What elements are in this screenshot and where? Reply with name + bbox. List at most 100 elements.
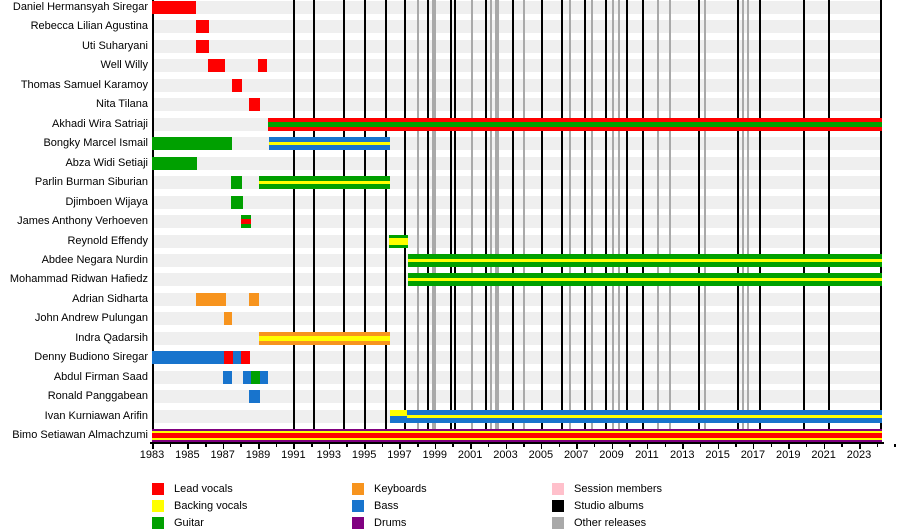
timeline-bar [406, 410, 882, 423]
role-stripe-guitar [258, 176, 390, 181]
legend-swatch [152, 500, 164, 512]
member-label: Well Willy [100, 59, 148, 71]
role-stripe-guitar [152, 157, 198, 170]
timeline-bar [152, 137, 233, 150]
member-label: Ivan Kurniawan Arifin [44, 410, 148, 422]
member-label: Akhadi Wira Satriaji [52, 118, 148, 130]
x-axis-tick-label: 1991 [281, 449, 306, 461]
member-label: Bongky Marcel Ismail [43, 137, 148, 149]
legend-label: Drums [374, 517, 407, 529]
studio-album-line [827, 0, 830, 442]
minor-tick [381, 444, 384, 447]
member-label: Uti Suharyani [81, 40, 148, 52]
role-stripe-bass [222, 371, 232, 384]
studio-album-line [293, 0, 296, 442]
timeline-bar [408, 254, 882, 267]
x-axis-tick-label: 2017 [740, 449, 766, 461]
studio-album-line [698, 0, 701, 442]
role-stripe-lead_vocals [267, 127, 882, 131]
major-tick [470, 444, 472, 449]
x-axis-tick-label: 2019 [776, 449, 801, 461]
studio-album-line [561, 0, 564, 442]
major-tick [399, 444, 401, 449]
role-stripe-backing_vocals [258, 181, 390, 184]
timeline-plot-area [152, 0, 882, 442]
timeline-bar [224, 312, 233, 325]
role-stripe-lead_vocals [231, 79, 243, 92]
role-stripe-bass [152, 351, 225, 364]
role-stripe-guitar [388, 235, 409, 238]
minor-tick [311, 444, 313, 447]
role-stripe-lead_vocals [267, 118, 882, 122]
studio-album-line [363, 0, 366, 442]
timeline-bar [389, 410, 407, 423]
x-axis-tick-label: 1999 [422, 449, 448, 461]
role-stripe-bass [268, 145, 390, 150]
other-release-line [668, 0, 671, 442]
timeline-bar [388, 235, 409, 248]
member-label: Abdee Negara Nurdin [41, 254, 148, 266]
role-stripe-drums [152, 429, 882, 431]
role-stripe-backing_vocals [258, 336, 390, 341]
x-axis-tick-label: 2015 [705, 449, 730, 461]
timeline-bar [152, 157, 198, 170]
minor-tick [876, 444, 879, 447]
role-stripe-guitar [152, 137, 233, 150]
other-release-line [417, 0, 419, 442]
role-stripe-lead_vocals [224, 351, 234, 364]
role-stripe-bass [243, 371, 251, 384]
other-release-line [617, 0, 620, 442]
legend-label: Other releases [574, 517, 647, 529]
timeline-bar [258, 59, 267, 72]
x-axis-tick-label: 2007 [563, 449, 589, 461]
timeline-bar [152, 429, 882, 442]
role-stripe-keyboards [258, 332, 390, 336]
major-tick [788, 444, 790, 449]
minor-tick [558, 444, 561, 447]
major-tick [152, 444, 154, 449]
legend-label: Keyboards [374, 483, 427, 495]
minor-tick [205, 444, 207, 447]
member-label: Mohammad Ridwan Hafiedz [9, 273, 148, 285]
role-stripe-bass [389, 416, 407, 423]
timeline-bar [249, 98, 260, 111]
minor-tick [452, 444, 454, 447]
minor-tick [664, 444, 667, 447]
row-band [152, 215, 882, 228]
role-stripe-lead_vocals [207, 59, 226, 72]
other-release-line [431, 0, 436, 442]
studio-album-line [605, 0, 608, 442]
x-axis-tick-label: 1995 [351, 449, 377, 461]
x-axis-tick-label: 2009 [599, 449, 624, 461]
minor-tick [487, 444, 490, 447]
timeline-bar [230, 196, 243, 209]
timeline-bar [233, 351, 242, 364]
role-stripe-guitar [267, 122, 882, 127]
major-tick [717, 444, 720, 449]
member-label: James Anthony Verhoeven [17, 215, 148, 227]
other-release-line [591, 0, 594, 442]
timeline-bar [152, 1, 197, 14]
timeline-bar [268, 137, 390, 150]
studio-album-line [642, 0, 645, 442]
major-tick [682, 444, 684, 449]
x-axis-tick-label: 1993 [316, 449, 341, 461]
row-band [152, 157, 882, 170]
role-stripe-keyboards [224, 312, 233, 325]
role-stripe-bass [259, 371, 268, 384]
timeline-bar [258, 176, 390, 189]
timeline-bar [241, 215, 251, 228]
timeline-bar [230, 176, 243, 189]
timeline-bar [222, 371, 232, 384]
studio-album-line [449, 0, 452, 442]
x-axis-tick-label: 2021 [811, 449, 836, 461]
other-release-line [742, 0, 745, 442]
role-stripe-lead_vocals [152, 1, 197, 14]
studio-album-line [426, 0, 429, 442]
role-stripe-lead_vocals [258, 59, 267, 72]
member-label: Djimboen Wijaya [65, 196, 148, 208]
timeline-bar [196, 20, 209, 33]
legend-label: Lead vocals [174, 483, 233, 495]
row-band [152, 40, 882, 53]
